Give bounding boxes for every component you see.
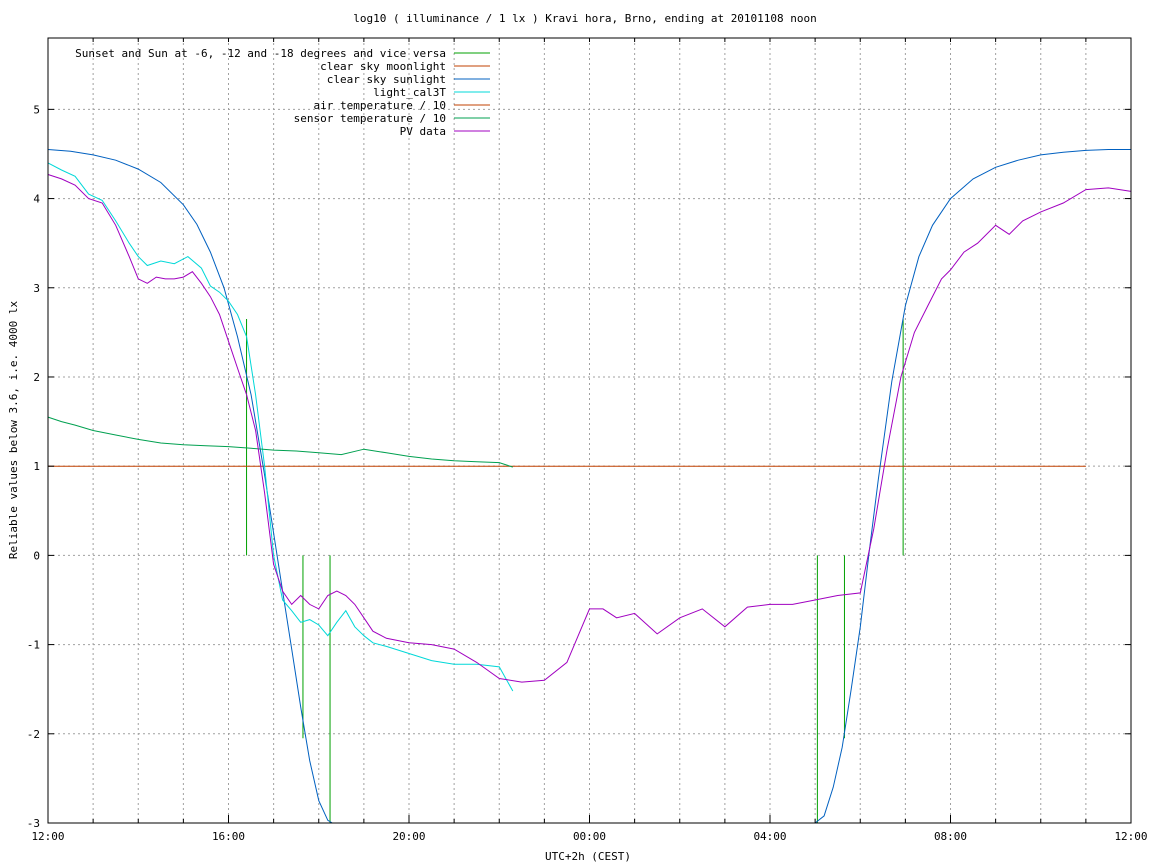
chart-title: log10 ( illuminance / 1 lx ) Kravi hora,… [353, 12, 817, 25]
y-tick-label: 2 [33, 371, 40, 384]
y-tick-label: -2 [27, 728, 40, 741]
legend-entry-label: air temperature / 10 [314, 99, 446, 112]
series-sensor-temperature-10-line [47, 416, 513, 468]
axis-ticks: -3 -2 -1 0 1 2 3 4 5 12:00 16:00 20:00 00:00 04:00 08:… [27, 38, 1148, 843]
x-tick-label: 00:00 [573, 830, 606, 843]
series-pv-data-line [47, 174, 1132, 683]
legend: Sunset and Sun at -6, -12 and -18 degree… [75, 47, 490, 138]
x-tick-label: 12:00 [31, 830, 64, 843]
y-tick-label: -1 [27, 639, 40, 652]
y-tick-label: -3 [27, 817, 40, 830]
x-tick-label: 12:00 [1114, 830, 1147, 843]
legend-entry-label: clear sky moonlight [320, 60, 446, 73]
legend-entry-label: light_cal3T [373, 86, 446, 99]
x-tick-label: 04:00 [753, 830, 786, 843]
x-tick-label: 08:00 [934, 830, 967, 843]
x-tick-label: 16:00 [212, 830, 245, 843]
series-light-cal3t-line [47, 162, 514, 692]
legend-entry-label: Sunset and Sun at -6, -12 and -18 degree… [75, 47, 446, 60]
series-clear-sky-sunlight-line [47, 149, 333, 824]
x-tick-label: 20:00 [392, 830, 425, 843]
legend-entry-label: sensor temperature / 10 [294, 112, 446, 125]
y-tick-label: 3 [33, 282, 40, 295]
x-axis-label: UTC+2h (CEST) [545, 850, 631, 863]
y-tick-label: 4 [33, 193, 40, 206]
y-tick-label: 0 [33, 549, 40, 562]
series-clear-sky-sunlight-line [814, 149, 1131, 824]
y-tick-label: 1 [33, 460, 40, 473]
y-tick-label: 5 [33, 103, 40, 116]
legend-entry-label: PV data [400, 125, 446, 138]
series-lines [47, 149, 1132, 824]
y-axis-label: Reliable values below 3.6, i.e. 4000 lx [7, 300, 20, 559]
legend-entry-label: clear sky sunlight [327, 73, 446, 86]
